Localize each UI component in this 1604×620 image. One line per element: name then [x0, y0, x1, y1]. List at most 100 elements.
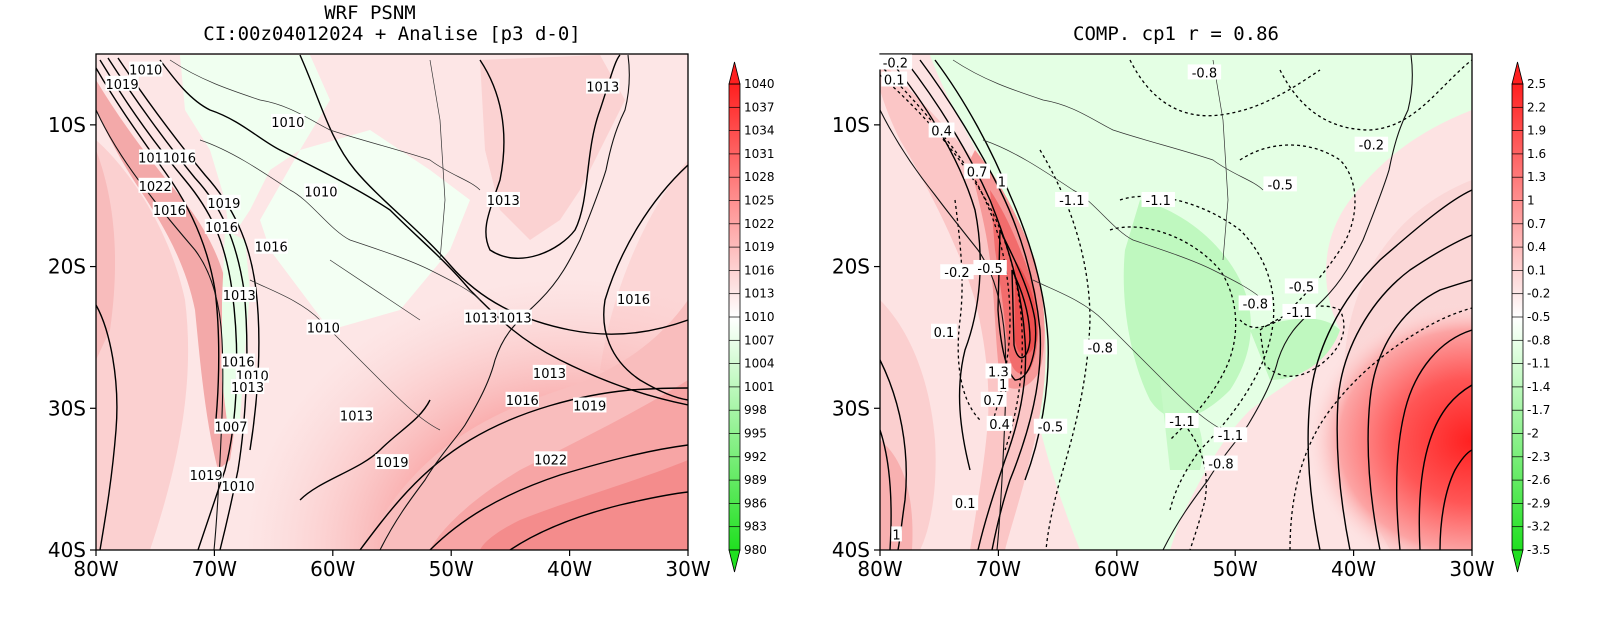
contour-label: 0.1	[952, 495, 979, 512]
colorbar-label: -3.2	[1527, 520, 1550, 534]
svg-text:1019: 1019	[207, 197, 240, 212]
left-map-field	[96, 54, 688, 550]
left-panel: WRF PSNM CI:00z04012024 + Analise [p3 d-…	[48, 2, 775, 581]
contour-label: 1013	[464, 309, 498, 327]
svg-text:1016: 1016	[617, 293, 650, 308]
contour-label: 1010	[221, 478, 255, 495]
y-tick-label: 40S	[832, 538, 870, 562]
y-tick-label: 10S	[832, 113, 870, 137]
colorbar-label: 1.3	[1527, 170, 1546, 184]
contour-label: 0.7	[964, 163, 990, 181]
svg-text:0.7: 0.7	[967, 166, 988, 181]
contour-label: 1	[996, 173, 1008, 191]
contour-label: 1013	[486, 191, 520, 209]
contour-label: -0.8	[1083, 339, 1117, 356]
contour-label: 1013	[532, 364, 567, 382]
contour-label: -0.8	[1238, 295, 1273, 312]
colorbar-label: -1.4	[1527, 380, 1550, 394]
svg-text:-0.5: -0.5	[1268, 178, 1293, 193]
svg-text:1010: 1010	[222, 480, 255, 495]
colorbar-label: 989	[744, 473, 767, 487]
svg-text:-1.1: -1.1	[1169, 415, 1194, 430]
contour-label: 1010	[306, 319, 341, 337]
colorbar-label: 1031	[744, 147, 775, 161]
x-tick-label: 70W	[192, 557, 237, 581]
colorbar-label: -0.2	[1527, 287, 1550, 301]
svg-text:-0.2: -0.2	[883, 57, 908, 72]
colorbar-label: 995	[744, 427, 767, 441]
contour-label: 0.4	[986, 415, 1013, 433]
right-map-field	[880, 54, 1472, 550]
svg-text:0.1: 0.1	[884, 74, 905, 89]
colorbar-label: -1.7	[1527, 403, 1550, 417]
colorbar-label: 1010	[744, 310, 775, 324]
y-tick-label: 30S	[48, 396, 86, 420]
colorbar-label: 2.5	[1527, 77, 1546, 91]
colorbar-label: 992	[744, 450, 767, 464]
svg-text:-0.5: -0.5	[977, 262, 1002, 277]
svg-text:1022: 1022	[139, 180, 172, 195]
svg-text:-0.2: -0.2	[1359, 139, 1384, 154]
svg-text:1013: 1013	[464, 312, 497, 327]
contour-label: 1010	[129, 61, 163, 79]
svg-text:1010: 1010	[307, 322, 340, 337]
left-y-axis: 10S 20S 30S 40S	[48, 113, 96, 562]
colorbar-label: 0.1	[1527, 263, 1546, 277]
right-y-axis: 10S 20S 30S 40S	[832, 113, 880, 562]
colorbar-label: 1022	[744, 217, 775, 231]
x-tick-label: 60W	[1094, 557, 1139, 581]
right-colorbar-top-arrow	[1511, 61, 1524, 85]
contour-label: 1016	[254, 238, 288, 256]
right-coastlines	[880, 54, 1413, 550]
svg-text:-0.8: -0.8	[1088, 341, 1113, 356]
svg-text:1013: 1013	[223, 289, 256, 304]
colorbar-label: 1007	[744, 333, 775, 347]
contour-label: -1.1	[1055, 191, 1089, 209]
colorbar-label: 1028	[744, 170, 775, 184]
y-tick-label: 40S	[48, 538, 86, 562]
y-tick-label: 20S	[832, 255, 870, 279]
svg-text:-0.5: -0.5	[1289, 280, 1314, 295]
contour-label: 1016	[505, 391, 539, 409]
contour-label: 1019	[375, 454, 409, 471]
svg-text:0.1: 0.1	[955, 497, 976, 512]
left-map-frame	[95, 53, 689, 551]
y-tick-label: 10S	[48, 113, 86, 137]
contour-label: 1022	[138, 177, 172, 195]
svg-text:1016: 1016	[255, 241, 288, 256]
contour-label: 1016	[204, 218, 239, 236]
svg-text:1007: 1007	[214, 421, 247, 436]
colorbar-label: -2	[1527, 427, 1539, 441]
x-tick-label: 70W	[976, 557, 1021, 581]
contour-label: 1019	[189, 466, 223, 484]
contour-label: 1016	[616, 291, 651, 308]
contour-label: 1011016	[138, 149, 196, 166]
colorbar-label: 1019	[744, 240, 775, 254]
colorbar-label: 2.2	[1527, 100, 1546, 114]
colorbar-label: 0.4	[1527, 240, 1546, 254]
x-tick-label: 40W	[547, 557, 592, 581]
left-title-line2: CI:00z04012024 + Analise [p3 d-0]	[203, 23, 581, 45]
colorbar-label: 0.7	[1527, 217, 1546, 231]
y-tick-label: 30S	[832, 396, 870, 420]
svg-text:1013: 1013	[499, 312, 532, 327]
svg-text:-0.8: -0.8	[1208, 458, 1233, 473]
svg-text:0.1: 0.1	[934, 326, 955, 341]
svg-text:1019: 1019	[573, 399, 606, 414]
svg-text:1013: 1013	[586, 81, 619, 96]
svg-text:1010: 1010	[129, 64, 162, 79]
svg-text:1013: 1013	[231, 381, 264, 396]
contour-label: 1013	[339, 407, 374, 424]
y-tick-label: 20S	[48, 255, 86, 279]
right-map-frame	[879, 53, 1473, 551]
right-panel: COMP. cp1 r = 0.86	[832, 23, 1551, 581]
svg-text:-0.5: -0.5	[1038, 421, 1063, 436]
svg-text:1: 1	[892, 528, 900, 543]
colorbar-label: -2.9	[1527, 496, 1550, 510]
colorbar-label: -0.5	[1527, 310, 1550, 324]
contour-label: 0.1	[881, 71, 908, 89]
colorbar-label: 998	[744, 403, 767, 417]
left-colorbar-bottom-arrow	[728, 549, 741, 573]
left-title-line1: WRF PSNM	[324, 2, 416, 24]
